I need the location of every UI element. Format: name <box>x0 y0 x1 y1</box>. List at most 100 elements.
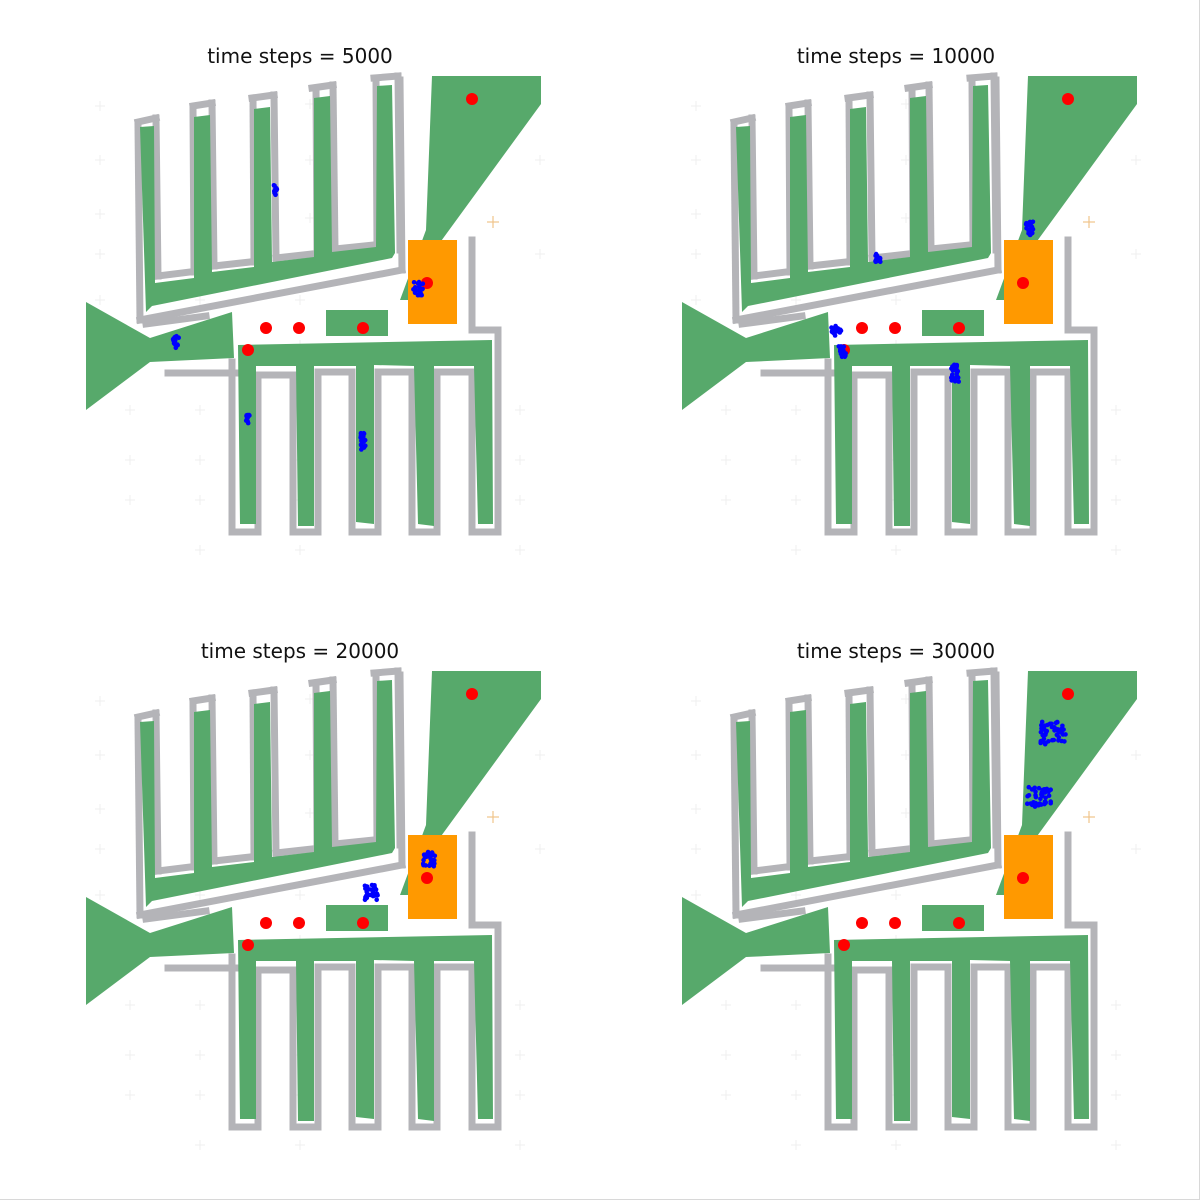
wall-segment <box>152 114 162 280</box>
target-dot <box>1017 872 1029 884</box>
wall-segment <box>249 95 258 266</box>
agent-dot <box>956 379 961 384</box>
upper-comb-floor <box>736 680 991 907</box>
upper-comb-floor <box>736 85 991 312</box>
agent-dot <box>427 863 432 869</box>
maze-scene <box>86 667 545 1150</box>
agent-dot <box>1042 787 1047 792</box>
agent-dot <box>1056 738 1061 743</box>
agent-dot <box>431 864 437 869</box>
agent-cluster <box>420 849 438 869</box>
left-funnel-floor <box>682 897 830 1005</box>
wall-segment <box>748 709 758 875</box>
agent-dot <box>1043 732 1048 737</box>
lower-comb-floor <box>834 935 1089 1121</box>
wall-segment <box>990 667 1000 849</box>
agent-dot <box>949 366 954 371</box>
target-dot <box>856 322 868 334</box>
wall-segment <box>135 860 407 920</box>
target-dot <box>293 322 305 334</box>
agent-dot <box>423 854 429 860</box>
wall-segment <box>189 700 198 871</box>
wall-segment <box>868 845 912 857</box>
target-dot <box>953 917 965 929</box>
target-dot <box>242 939 254 951</box>
agent-dot <box>358 430 364 436</box>
wall-segment <box>748 114 758 280</box>
agent-dot <box>416 285 422 290</box>
agent-dot <box>365 884 370 890</box>
wall-segment <box>904 676 933 687</box>
agent-dot <box>371 892 377 898</box>
wall-segment <box>308 81 337 92</box>
target-dot <box>293 917 305 929</box>
small-room-floor <box>922 310 984 336</box>
agent-dot <box>1059 729 1065 734</box>
wall-segment <box>370 667 402 677</box>
agent-dot <box>412 290 418 296</box>
target-dot <box>838 939 850 951</box>
wall-segment <box>142 312 210 328</box>
agent-dot <box>429 858 434 864</box>
agent-dot <box>1036 785 1042 791</box>
agent-dot <box>1043 795 1048 801</box>
lower-comb-floor <box>834 340 1089 526</box>
agent-dot <box>955 375 961 380</box>
wall-segment <box>990 72 1000 254</box>
wall-segment <box>904 81 933 92</box>
agent-dot <box>1026 221 1031 227</box>
agent-dot <box>1048 787 1053 792</box>
wall-segment <box>331 836 378 848</box>
agent-dot <box>362 437 368 443</box>
agent-dot <box>1029 231 1034 236</box>
wall-segment <box>394 72 404 254</box>
agent-cluster <box>358 430 368 452</box>
agent-cluster <box>949 362 961 384</box>
wall-segment <box>394 667 404 849</box>
wall-segment <box>785 700 794 871</box>
agent-dot <box>1040 793 1045 799</box>
wall-segment <box>135 265 407 325</box>
target-dot <box>889 322 901 334</box>
agent-dot <box>273 192 278 197</box>
panel-title: time steps = 10000 <box>796 44 996 68</box>
agent-dot <box>1046 793 1052 798</box>
wall-segment <box>806 258 850 270</box>
maze-scene <box>682 667 1141 1150</box>
agent-dot <box>834 329 839 334</box>
agent-dot <box>838 350 844 355</box>
agent-dot <box>1029 225 1034 231</box>
wall-segment <box>272 845 316 857</box>
wall-segment <box>866 91 876 262</box>
agent-dot <box>1028 801 1033 806</box>
agent-cluster <box>1038 719 1068 747</box>
wall-segment <box>866 686 876 857</box>
agent-dot <box>272 183 277 189</box>
agent-dot <box>1063 732 1068 737</box>
agent-dot <box>359 447 364 452</box>
target-dot <box>1062 688 1074 700</box>
wall-segment <box>738 907 806 923</box>
agent-cluster <box>873 251 883 265</box>
target-dot <box>421 277 433 289</box>
target-dot <box>260 917 272 929</box>
target-dot <box>856 917 868 929</box>
agent-dot <box>949 373 955 378</box>
agent-dot <box>171 341 177 346</box>
target-dot <box>242 344 254 356</box>
agent-dot <box>1038 738 1044 744</box>
agent-dot <box>873 258 878 264</box>
agent-dot <box>1025 801 1030 806</box>
agent-dot <box>1048 800 1053 806</box>
small-room-floor <box>326 310 388 336</box>
agent-cluster <box>362 882 380 903</box>
wall-segment <box>210 853 254 865</box>
maze-scene <box>682 72 1141 555</box>
agent-cluster <box>170 333 181 351</box>
agent-cluster <box>243 412 252 426</box>
agent-cluster <box>271 183 280 198</box>
agent-dot <box>419 292 425 298</box>
wall-segment <box>154 863 194 875</box>
target-dot <box>1062 93 1074 105</box>
panel-title: time steps = 30000 <box>796 639 996 663</box>
